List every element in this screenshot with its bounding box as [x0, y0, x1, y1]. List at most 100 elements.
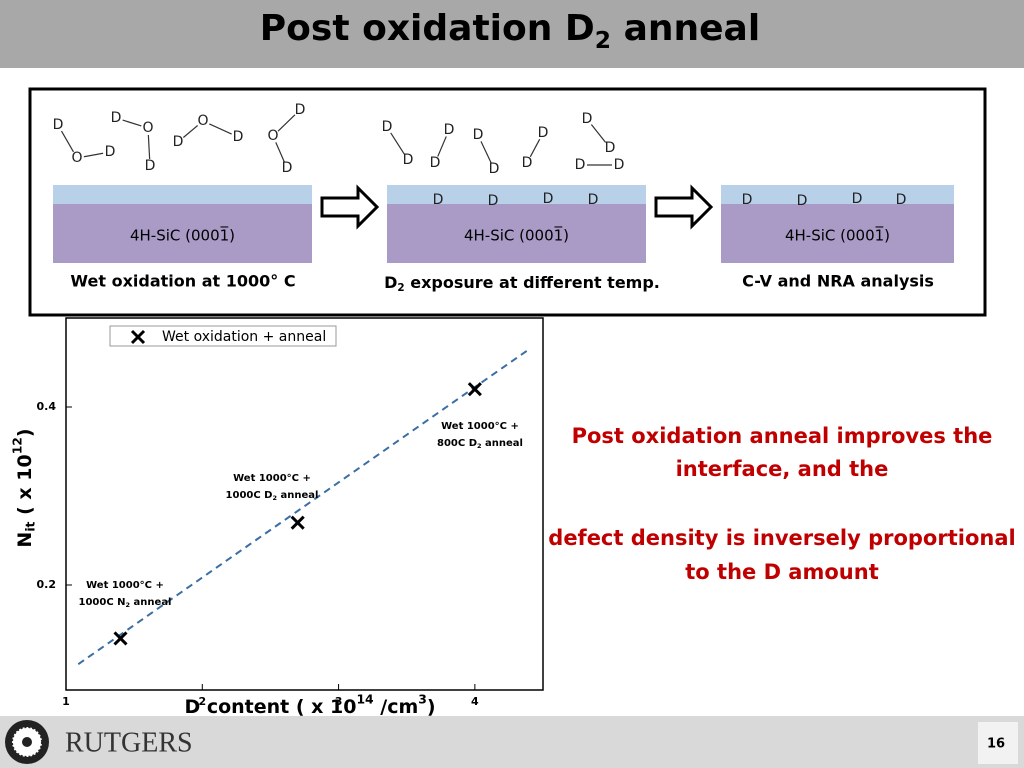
- annotation-part: anneal: [482, 438, 523, 449]
- x-axis-label: D content ( x 1014 /cm3): [184, 692, 435, 718]
- atom: D: [444, 122, 455, 138]
- point: [467, 382, 482, 397]
- atom: D: [488, 193, 499, 209]
- annotation-part: 2: [126, 601, 131, 609]
- atom: D: [582, 111, 593, 127]
- substrate-label: 4H-SiC (0001̅): [785, 226, 890, 245]
- x-axis-label-part: ): [427, 696, 436, 718]
- atom: D: [575, 157, 586, 173]
- annotation-part: anneal: [130, 597, 171, 608]
- caption: C-V and NRA analysis: [742, 272, 934, 291]
- atom: D: [852, 191, 863, 207]
- legend-box: [109, 325, 337, 347]
- header-band: [0, 0, 1024, 68]
- marker-stroke: [113, 631, 128, 646]
- legend-marker: [130, 329, 146, 345]
- substrate: [387, 204, 646, 263]
- bond: [277, 114, 296, 132]
- bond: [390, 132, 405, 155]
- atom: D: [473, 127, 484, 143]
- marker-stroke: [130, 329, 146, 345]
- point: [113, 631, 128, 646]
- annotation: Wet 1000°C +: [86, 580, 164, 591]
- bond: [529, 138, 541, 158]
- atom: D: [233, 129, 244, 145]
- atom: D: [145, 158, 156, 174]
- plot-frame: [65, 317, 544, 691]
- conclusion-line: to the D amount: [685, 560, 878, 584]
- atom: D: [543, 191, 554, 207]
- oxide-layer: [53, 185, 312, 204]
- slide-title-part: anneal: [611, 8, 760, 49]
- bond: [209, 123, 232, 135]
- bond: [83, 152, 104, 158]
- bond: [437, 136, 447, 157]
- atom: D: [433, 192, 444, 208]
- substrate: [53, 204, 312, 263]
- annotation: Wet 1000°C +: [441, 421, 519, 432]
- page-number: 16: [987, 737, 1005, 752]
- conclusion-line: interface, and the: [676, 457, 889, 481]
- y-axis-label-part: N: [14, 532, 36, 548]
- atom: D: [173, 134, 184, 150]
- annotation-part: 1000C D: [226, 490, 273, 501]
- caption-part: exposure at different temp.: [405, 273, 660, 292]
- atom: D: [588, 192, 599, 208]
- x-axis-label-part: /cm: [374, 696, 419, 718]
- atom: D: [111, 110, 122, 126]
- logo-text: RUTGERS: [65, 727, 193, 758]
- caption-part: D: [384, 273, 397, 292]
- marker-stroke: [290, 515, 305, 530]
- page-box: [978, 722, 1018, 764]
- y-tick-label: 0.4: [37, 400, 57, 413]
- marker-stroke: [467, 382, 482, 397]
- diagram-frame: [28, 87, 987, 317]
- atom: D: [430, 155, 441, 171]
- annotation: 1000C N2 anneal: [79, 597, 172, 609]
- atom: O: [197, 113, 208, 129]
- atom: D: [742, 192, 753, 208]
- annotation: 800C D2 anneal: [437, 438, 523, 450]
- x-tick-label: 4: [471, 695, 479, 708]
- annotation: Wet 1000°C +: [233, 473, 311, 484]
- y-tick-label: 0.2: [37, 578, 57, 591]
- atom: D: [538, 125, 549, 141]
- atom: D: [614, 157, 625, 173]
- annotation-part: 800C D: [437, 438, 477, 449]
- atom: D: [522, 155, 533, 171]
- atom: O: [267, 128, 278, 144]
- annotation: 1000C D2 anneal: [226, 490, 319, 502]
- oxide-layer: [387, 185, 646, 204]
- caption: Wet oxidation at 1000° C: [70, 272, 295, 291]
- y-axis-label: Nit ( x 1012): [10, 428, 37, 547]
- annotation-part: 1000C N: [79, 597, 126, 608]
- bond: [122, 119, 142, 127]
- atom: D: [896, 192, 907, 208]
- slide-title-part: 2: [595, 25, 611, 53]
- substrate-label: 4H-SiC (0001̅): [464, 226, 569, 245]
- bond: [60, 130, 75, 153]
- x-tick-label: 3: [335, 695, 343, 708]
- oxide-layer: [721, 185, 954, 204]
- bond: [275, 142, 285, 162]
- substrate-label: 4H-SiC (0001̅): [130, 226, 235, 245]
- legend-label: Wet oxidation + anneal: [162, 329, 326, 345]
- atom: D: [797, 193, 808, 209]
- atom: D: [403, 152, 414, 168]
- atom: D: [53, 117, 64, 133]
- x-axis-label-part: D content ( x 10: [184, 696, 356, 718]
- slide-title: Post oxidation D2 anneal: [260, 8, 760, 53]
- annotation-part: 2: [272, 494, 277, 502]
- atom: D: [295, 102, 306, 118]
- caption-part: 2: [397, 282, 404, 294]
- x-tick-label: 1: [62, 695, 70, 708]
- annotation-part: 2: [477, 442, 482, 450]
- atom: D: [382, 119, 393, 135]
- y-axis-label-part: ): [14, 428, 36, 437]
- atom: D: [605, 140, 616, 156]
- y-axis-label-part: 12: [10, 437, 24, 454]
- logo-seal: [5, 720, 49, 764]
- annotation-part: anneal: [277, 490, 318, 501]
- y-axis-label-part: ( x 10: [14, 454, 36, 521]
